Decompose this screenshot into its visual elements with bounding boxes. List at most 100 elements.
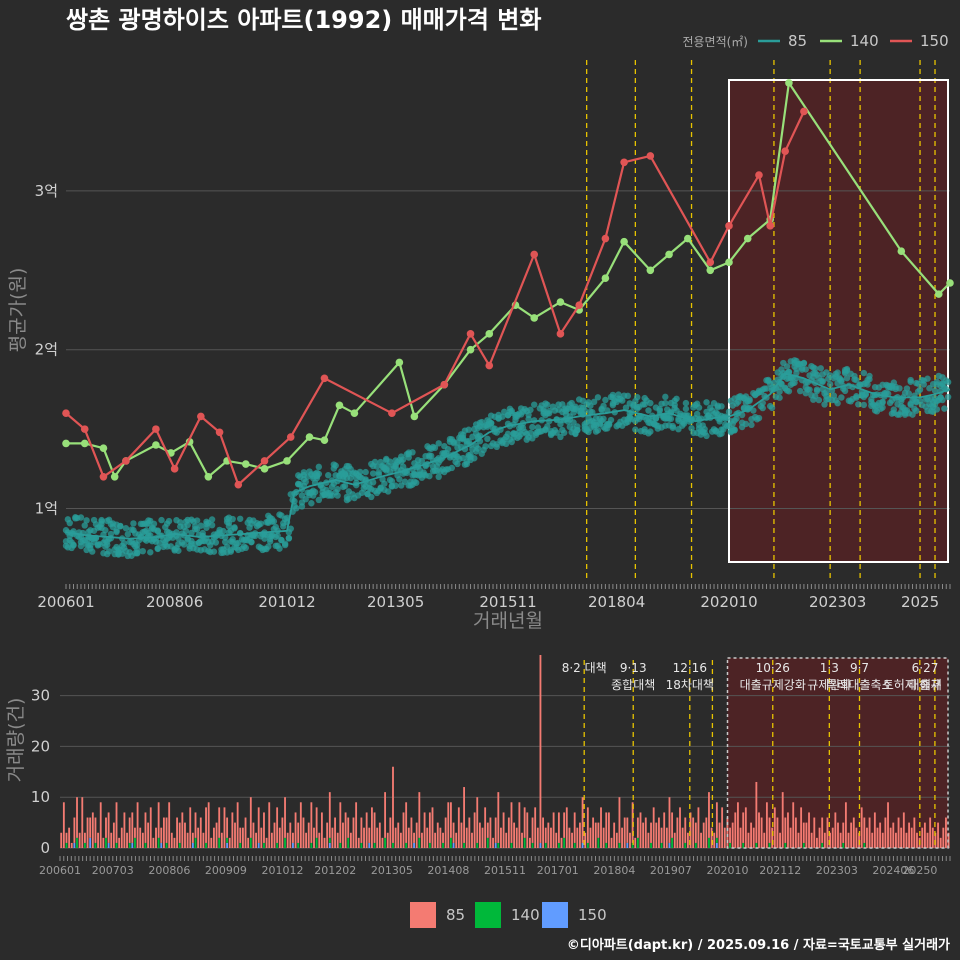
trade-point-85: [553, 429, 560, 436]
series-point-140: [683, 234, 692, 243]
volume-bar-85: [328, 792, 331, 838]
volume-bar-85: [542, 817, 544, 848]
series-point-150: [388, 409, 396, 418]
volume-bar-85: [478, 822, 481, 848]
volume-bar-85: [842, 822, 845, 843]
volume-bar-85: [839, 832, 842, 848]
series-point-140: [725, 258, 733, 267]
volume-bar-85: [686, 832, 689, 848]
volume-highlight-region: [727, 658, 948, 848]
volume-bar-85: [497, 792, 500, 843]
volume-bar-85: [120, 827, 123, 848]
volume-bar-85: [808, 812, 810, 848]
trade-point-85: [546, 407, 553, 415]
volume-x-tick-label: 202010: [707, 864, 749, 877]
volume-bar-85: [718, 822, 721, 848]
trade-point-85: [409, 449, 416, 456]
x-tick-label: 2025: [901, 593, 939, 611]
trade-point-85: [924, 375, 931, 382]
volume-bar-85: [223, 807, 226, 848]
series-point-140: [320, 436, 329, 445]
volume-bar-85: [102, 837, 105, 848]
series-point-150: [755, 171, 763, 179]
trade-point-85: [763, 385, 770, 392]
trade-point-85: [834, 369, 841, 376]
volume-bar-150: [539, 842, 542, 848]
volume-bar-85: [900, 827, 903, 848]
volume-bar-85: [402, 812, 405, 848]
volume-bar-85: [99, 802, 102, 848]
volume-bar-85: [642, 822, 645, 848]
volume-bar-140: [650, 842, 652, 848]
trade-point-85: [341, 482, 349, 490]
trade-point-85: [220, 527, 227, 535]
volume-bar-85: [834, 812, 837, 848]
trade-point-85: [590, 398, 598, 406]
highlight-border: [728, 79, 949, 563]
trade-point-85: [399, 456, 407, 463]
volume-bar-140: [684, 842, 687, 848]
trade-point-85: [77, 542, 85, 550]
volume-bar-85: [468, 817, 471, 848]
trade-point-85: [525, 415, 532, 423]
volume-bar-85: [452, 822, 455, 843]
volume-bar-85: [318, 832, 321, 848]
volume-bar-85: [586, 807, 589, 843]
series-point-150: [646, 152, 655, 160]
volume-bar-140: [76, 837, 78, 848]
volume-bar-140: [115, 842, 118, 848]
volume-bar-85: [115, 802, 118, 843]
volume-bar-85: [513, 822, 516, 848]
volume-bar-85: [847, 832, 850, 848]
trade-point-85: [388, 477, 396, 485]
trade-point-85: [941, 405, 948, 412]
volume-bar-150: [452, 842, 455, 848]
volume-bar-85: [126, 832, 128, 848]
volume-bar-150: [257, 842, 260, 848]
volume-bar-85: [676, 817, 679, 848]
series-line-85: [65, 372, 951, 540]
volume-bar-140: [618, 842, 621, 848]
trade-point-85: [853, 376, 860, 384]
series-point-150: [80, 425, 89, 433]
volume-bar-85: [247, 837, 250, 848]
trade-point-85: [933, 406, 941, 413]
volume-bar-140: [802, 842, 805, 848]
volume-bar-85: [505, 832, 508, 848]
volume-bar-85: [892, 822, 895, 848]
trade-point-85: [570, 419, 577, 426]
trade-point-85: [426, 472, 433, 480]
series-point-150: [170, 465, 179, 473]
policy-label: 6·27: [912, 661, 939, 675]
volume-bar-85: [921, 827, 924, 848]
trade-point-85: [197, 522, 205, 529]
volume-bar-85: [560, 837, 563, 848]
trade-point-85: [113, 528, 120, 536]
volume-bar-85: [850, 822, 853, 848]
volume-bar-85: [355, 802, 358, 848]
volume-bar-85: [823, 832, 826, 848]
series-point-150: [260, 457, 269, 465]
x-tick-label: 201804: [588, 593, 645, 611]
trade-point-85: [529, 423, 536, 431]
volume-bar-85: [694, 822, 697, 843]
series-point-140: [305, 433, 314, 441]
volume-bar-85: [844, 802, 847, 848]
volume-bar-85: [302, 817, 305, 848]
trade-point-85: [796, 387, 804, 395]
volume-bar-85: [352, 817, 355, 848]
volume-bar-85: [789, 827, 792, 848]
volume-bar-85: [634, 837, 637, 848]
series-point-150: [601, 234, 610, 243]
volume-bar-140: [636, 837, 639, 848]
volume-bar-85: [779, 832, 781, 848]
volume-bar-140: [486, 837, 489, 848]
volume-bar-85: [157, 802, 160, 838]
trade-point-85: [750, 407, 757, 414]
volume-bar-85: [178, 822, 181, 843]
trade-point-85: [154, 527, 161, 534]
volume-bar-85: [357, 837, 360, 848]
series-point-140: [110, 472, 119, 481]
volume-bar-140: [450, 837, 452, 848]
trade-point-85: [107, 534, 115, 542]
